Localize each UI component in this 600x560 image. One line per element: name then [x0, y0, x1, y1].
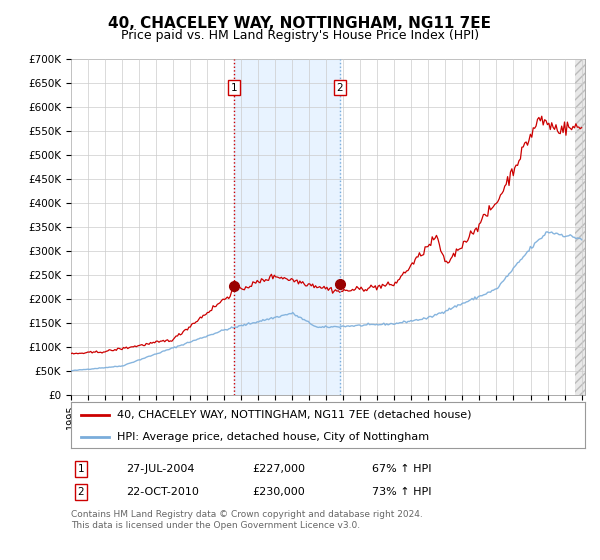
Text: Contains HM Land Registry data © Crown copyright and database right 2024.: Contains HM Land Registry data © Crown c…	[71, 510, 422, 519]
Text: 2: 2	[77, 487, 85, 497]
Text: 1: 1	[77, 464, 85, 474]
Text: 2: 2	[337, 83, 343, 92]
Text: £227,000: £227,000	[252, 464, 305, 474]
Text: 40, CHACELEY WAY, NOTTINGHAM, NG11 7EE (detached house): 40, CHACELEY WAY, NOTTINGHAM, NG11 7EE (…	[117, 410, 472, 420]
Text: HPI: Average price, detached house, City of Nottingham: HPI: Average price, detached house, City…	[117, 432, 429, 441]
Text: 67% ↑ HPI: 67% ↑ HPI	[372, 464, 431, 474]
Text: This data is licensed under the Open Government Licence v3.0.: This data is licensed under the Open Gov…	[71, 521, 360, 530]
Text: 1: 1	[230, 83, 237, 92]
Text: 22-OCT-2010: 22-OCT-2010	[126, 487, 199, 497]
Text: 40, CHACELEY WAY, NOTTINGHAM, NG11 7EE: 40, CHACELEY WAY, NOTTINGHAM, NG11 7EE	[109, 16, 491, 31]
Text: 27-JUL-2004: 27-JUL-2004	[126, 464, 194, 474]
Text: £230,000: £230,000	[252, 487, 305, 497]
Bar	[234, 59, 340, 395]
Text: Price paid vs. HM Land Registry's House Price Index (HPI): Price paid vs. HM Land Registry's House …	[121, 29, 479, 42]
Text: 73% ↑ HPI: 73% ↑ HPI	[372, 487, 431, 497]
